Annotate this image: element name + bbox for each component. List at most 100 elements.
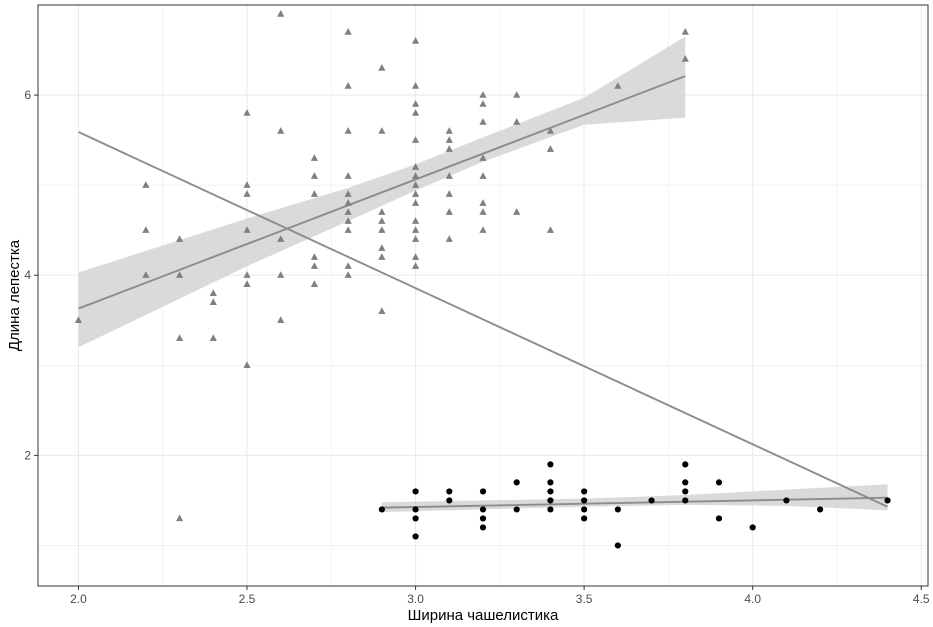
triangle-point — [681, 55, 689, 62]
circle-point — [581, 497, 588, 504]
x-tick-label: 4.5 — [913, 592, 930, 606]
triangle-point — [411, 181, 420, 188]
triangle-point — [479, 91, 487, 98]
triangle-point — [310, 190, 319, 197]
triangle-point — [411, 37, 420, 44]
triangle-point — [142, 226, 150, 233]
triangle-point — [243, 181, 251, 188]
triangle-point — [277, 316, 285, 323]
triangle-point — [175, 271, 184, 278]
triangle-point — [411, 82, 420, 89]
triangle-point — [243, 226, 251, 233]
circle-point — [715, 515, 723, 522]
circle-point — [614, 506, 621, 513]
circle-point — [547, 461, 554, 468]
circle-point — [547, 506, 554, 513]
triangle-point — [209, 334, 217, 341]
circle-point — [547, 497, 554, 504]
circle-point — [581, 506, 588, 513]
circle-point — [479, 524, 487, 531]
circle-point — [412, 488, 419, 495]
triangle-point — [479, 172, 487, 179]
circle-point — [446, 497, 453, 504]
triangle-point — [277, 271, 285, 278]
circle-point — [513, 506, 520, 513]
triangle-point — [243, 271, 251, 278]
triangle-point — [310, 262, 319, 269]
triangle-point — [243, 190, 251, 197]
triangle-point — [546, 226, 555, 233]
triangle-point — [479, 154, 487, 161]
circle-point — [749, 524, 756, 531]
confidence-ribbons — [78, 36, 888, 513]
triangle-point — [344, 271, 352, 278]
triangle-point — [344, 172, 352, 179]
triangle-point — [411, 235, 420, 242]
triangle-point — [513, 208, 521, 215]
x-tick-label: 3.0 — [407, 592, 424, 606]
circle-point — [446, 488, 453, 495]
triangle-point — [344, 199, 352, 206]
triangle-point — [411, 226, 420, 233]
circle-point — [884, 497, 891, 504]
x-axis-title: Ширина чашелистика — [408, 607, 559, 624]
data-points — [74, 10, 891, 549]
triangle-point — [479, 199, 487, 206]
circle-point — [715, 479, 723, 486]
triangle-point — [344, 226, 352, 233]
y-tick-label: 4 — [24, 268, 31, 282]
triangle-point — [344, 127, 352, 134]
triangle-point — [378, 64, 386, 71]
circle-point — [547, 479, 554, 486]
triangle-point — [411, 199, 420, 206]
triangle-point — [513, 118, 521, 125]
circle-point — [378, 506, 385, 513]
triangle-point — [209, 298, 217, 305]
triangle-point — [411, 253, 420, 260]
axis-ticks: 2.0 2.5 3.0 3.5 4.0 4.5 2 4 6 — [24, 88, 930, 606]
triangle-point — [378, 127, 386, 134]
x-tick-label: 3.5 — [576, 592, 593, 606]
triangle-point — [445, 235, 453, 242]
triangle-point — [614, 82, 622, 89]
fit-line-3 — [78, 131, 888, 508]
triangle-point — [344, 28, 352, 35]
y-axis-title: Длина лепестка — [6, 239, 23, 351]
triangle-point — [479, 226, 487, 233]
triangle-point — [479, 208, 487, 215]
triangle-point — [445, 127, 453, 134]
triangle-point — [344, 217, 352, 224]
triangle-point — [378, 217, 386, 224]
circle-point — [648, 497, 655, 504]
triangle-point — [277, 127, 285, 134]
triangle-point — [310, 253, 319, 260]
triangle-point — [411, 172, 420, 179]
circle-point — [682, 479, 689, 486]
y-tick-label: 2 — [24, 448, 31, 462]
circle-point — [682, 497, 689, 504]
triangle-point — [411, 190, 420, 197]
triangle-point — [209, 289, 217, 296]
circle-point — [513, 479, 520, 486]
x-tick-label: 2.0 — [70, 592, 87, 606]
circle-point — [614, 542, 621, 549]
triangle-point — [74, 316, 83, 323]
circle-point — [682, 461, 689, 468]
triangle-point — [344, 262, 352, 269]
triangle-point — [411, 262, 420, 269]
fit-line-1 — [78, 75, 686, 310]
fit-lines — [78, 75, 888, 509]
triangle-point — [411, 217, 420, 224]
triangle-point — [445, 208, 453, 215]
confidence-ribbon-2 — [381, 484, 888, 513]
triangle-point — [411, 136, 420, 143]
triangle-point — [344, 82, 352, 89]
circle-point — [412, 506, 419, 513]
triangle-point — [142, 181, 150, 188]
triangle-point — [243, 280, 251, 287]
triangle-point — [277, 10, 285, 17]
triangle-point — [546, 127, 555, 134]
triangle-point — [681, 28, 689, 35]
triangle-point — [445, 145, 453, 152]
